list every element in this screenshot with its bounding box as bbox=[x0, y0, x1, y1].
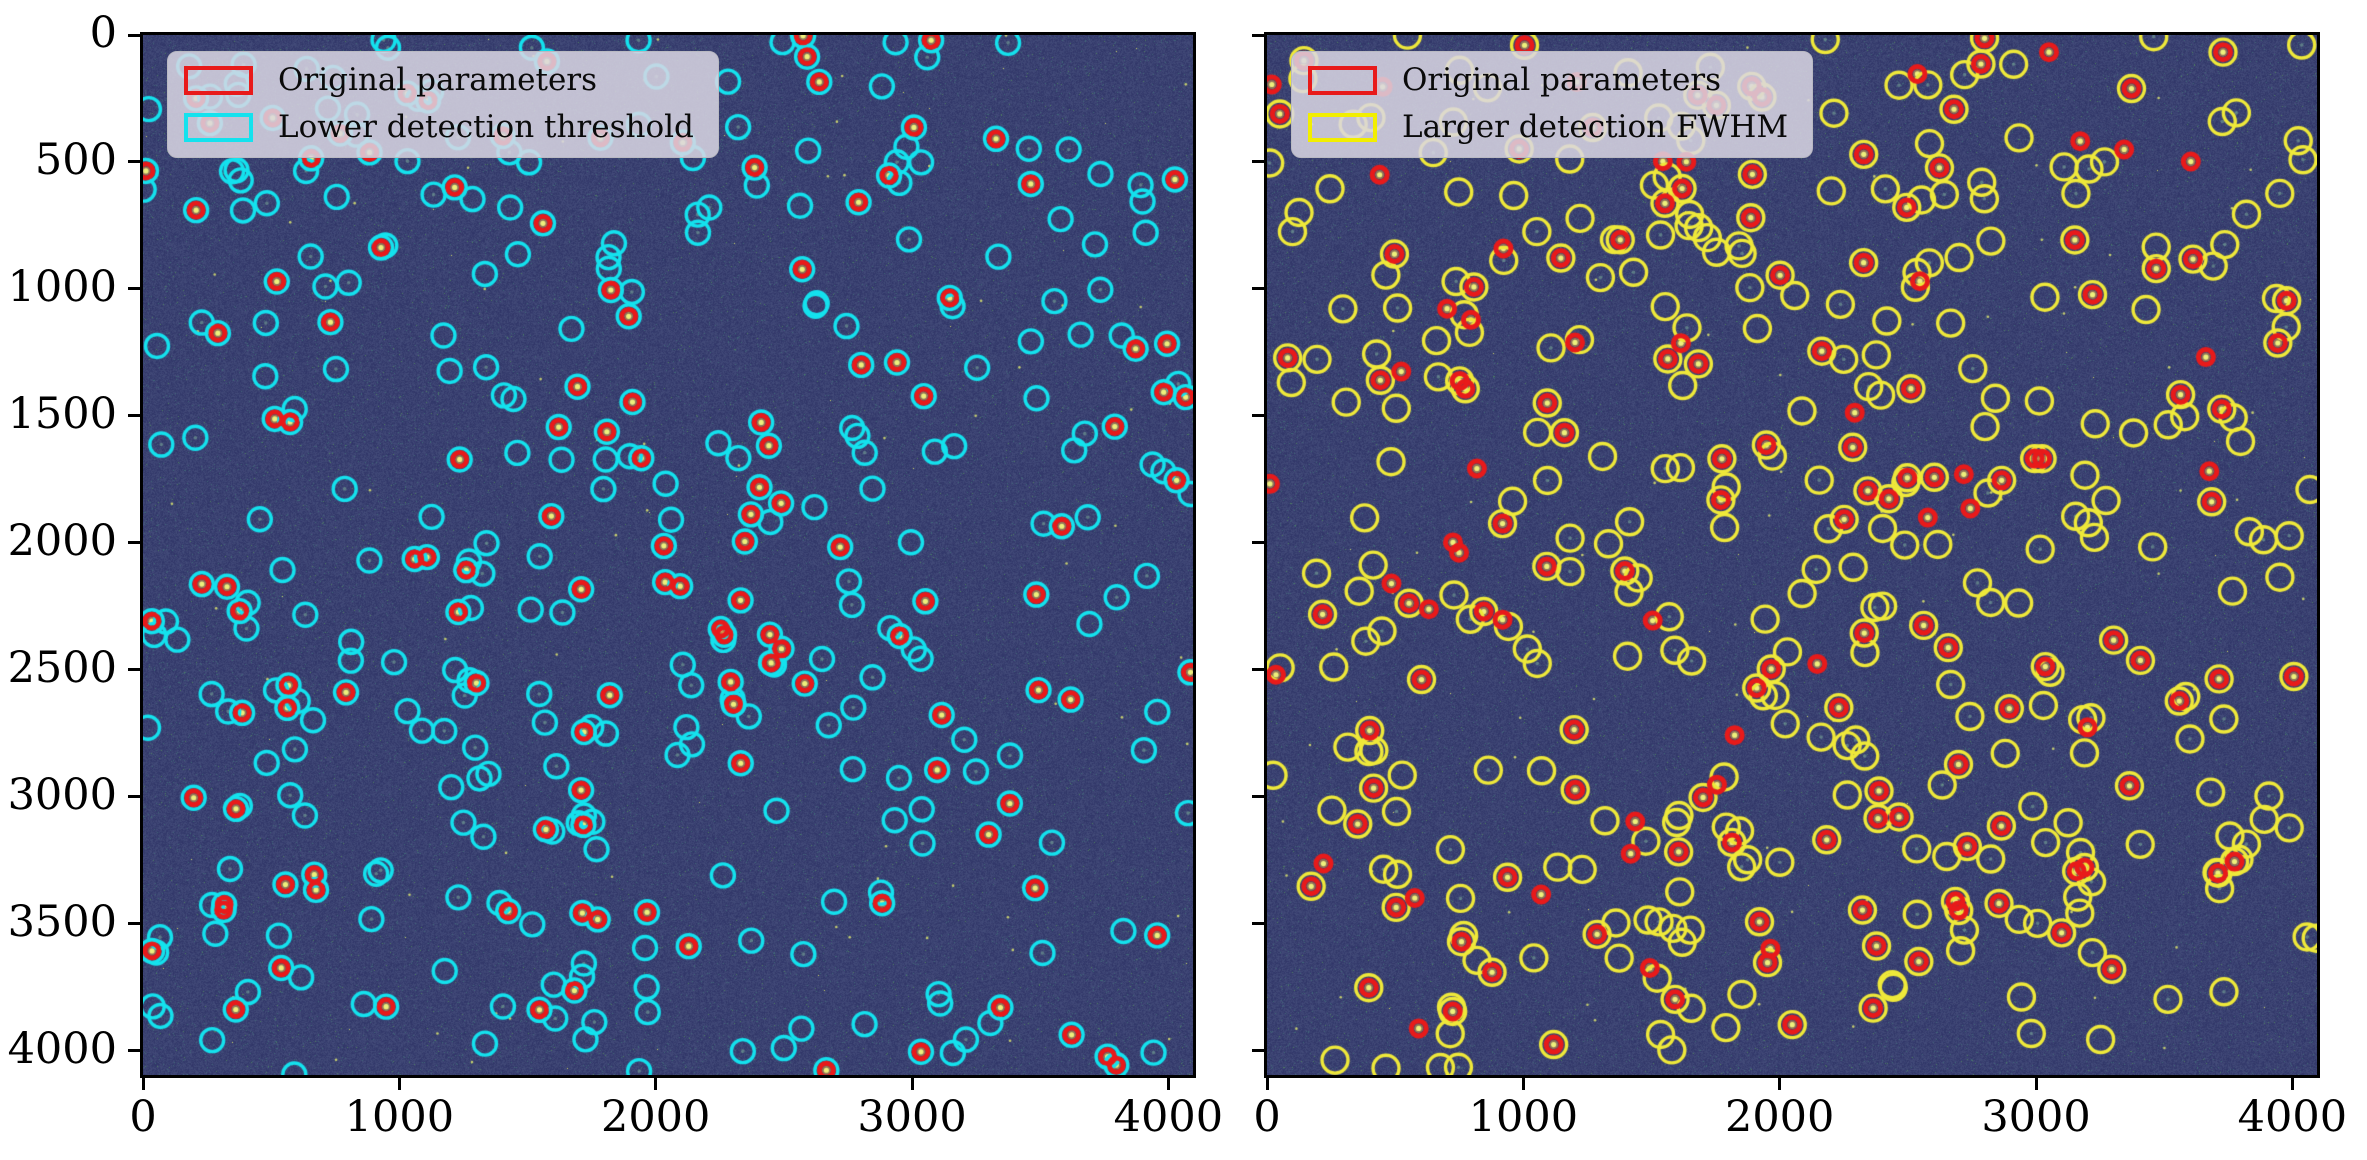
y-axis-tick bbox=[128, 795, 140, 799]
x-axis-tick bbox=[1778, 1078, 1782, 1090]
y-axis-tick bbox=[1252, 414, 1264, 418]
y-tick-label: 2500 bbox=[7, 642, 117, 693]
x-tick-label: 2000 bbox=[1724, 1092, 1835, 1142]
legend-swatch-original-parameters bbox=[184, 65, 253, 95]
y-axis-tick bbox=[128, 668, 140, 672]
legend-left: Original parameters Lower detection thre… bbox=[167, 51, 719, 158]
left-plot-panel: Original parameters Lower detection thre… bbox=[8, 8, 1224, 1142]
y-tick-label: 500 bbox=[34, 134, 117, 185]
x-axis-tick bbox=[1166, 1078, 1170, 1090]
x-tick-label: 1000 bbox=[1468, 1092, 1579, 1142]
legend-label-larger-fwhm: Larger detection FWHM bbox=[1402, 109, 1789, 145]
x-tick-label: 3000 bbox=[1981, 1092, 2091, 1142]
x-axis-tick bbox=[654, 1078, 658, 1090]
legend-swatch-lower-threshold bbox=[184, 112, 253, 142]
legend-right: Original parameters Larger detection FWH… bbox=[1291, 51, 1814, 158]
legend-entry-larger-fwhm: Larger detection FWHM bbox=[1308, 109, 1788, 145]
x-axis-tick bbox=[2034, 1078, 2038, 1090]
y-tick-label: 1000 bbox=[7, 261, 117, 312]
y-axis-tick bbox=[128, 414, 140, 418]
x-tick-label: 4000 bbox=[1113, 1092, 1224, 1142]
y-axis-tick bbox=[1252, 541, 1264, 545]
x-tick-label: 0 bbox=[1253, 1092, 1281, 1142]
y-tick-label: 3000 bbox=[7, 769, 117, 820]
y-axis-tick bbox=[128, 287, 140, 291]
y-tick-label: 1500 bbox=[7, 388, 117, 439]
y-axis-tick bbox=[128, 922, 140, 926]
legend-entry-lower-threshold: Lower detection threshold bbox=[184, 109, 694, 145]
x-axis-tick bbox=[1521, 1078, 1525, 1090]
x-axis-tick bbox=[141, 1078, 145, 1090]
y-axis-tick bbox=[1252, 668, 1264, 672]
x-tick-label: 4000 bbox=[2237, 1092, 2348, 1142]
y-axis-tick bbox=[1252, 33, 1264, 37]
y-tick-label: 2000 bbox=[7, 515, 117, 566]
starfield-image-right bbox=[1267, 35, 2317, 1075]
x-tick-label: 2000 bbox=[600, 1092, 711, 1142]
y-axis-tick bbox=[1252, 287, 1264, 291]
y-axis-tick bbox=[1252, 160, 1264, 164]
starfield-image-left bbox=[143, 35, 1193, 1075]
x-tick-label: 0 bbox=[129, 1092, 157, 1142]
x-tick-label: 1000 bbox=[344, 1092, 455, 1142]
y-axis-tick bbox=[1252, 1049, 1264, 1053]
x-axis-tick bbox=[1265, 1078, 1269, 1090]
legend-swatch-larger-fwhm bbox=[1308, 112, 1377, 142]
right-plot-panel: Original parameters Larger detection FWH… bbox=[1252, 32, 2347, 1142]
legend-entry-original: Original parameters bbox=[1308, 62, 1788, 98]
y-axis-tick bbox=[1252, 795, 1264, 799]
y-axis-tick bbox=[128, 160, 140, 164]
y-tick-label: 0 bbox=[89, 8, 117, 58]
y-tick-label: 3500 bbox=[7, 896, 117, 947]
legend-swatch-original-parameters bbox=[1308, 65, 1377, 95]
x-tick-label: 3000 bbox=[857, 1092, 967, 1142]
x-axis-tick bbox=[2290, 1078, 2294, 1090]
y-axis-tick bbox=[128, 541, 140, 545]
legend-label-lower-threshold: Lower detection threshold bbox=[278, 109, 694, 145]
legend-label-original-parameters: Original parameters bbox=[278, 62, 598, 98]
y-tick-label: 4000 bbox=[7, 1023, 117, 1074]
x-axis-tick bbox=[910, 1078, 914, 1090]
legend-label-original-parameters: Original parameters bbox=[1402, 62, 1722, 98]
legend-entry-original: Original parameters bbox=[184, 62, 694, 98]
x-axis-tick bbox=[397, 1078, 401, 1090]
y-axis-tick bbox=[128, 1049, 140, 1053]
y-axis-tick bbox=[1252, 922, 1264, 926]
y-axis-tick bbox=[128, 33, 140, 37]
